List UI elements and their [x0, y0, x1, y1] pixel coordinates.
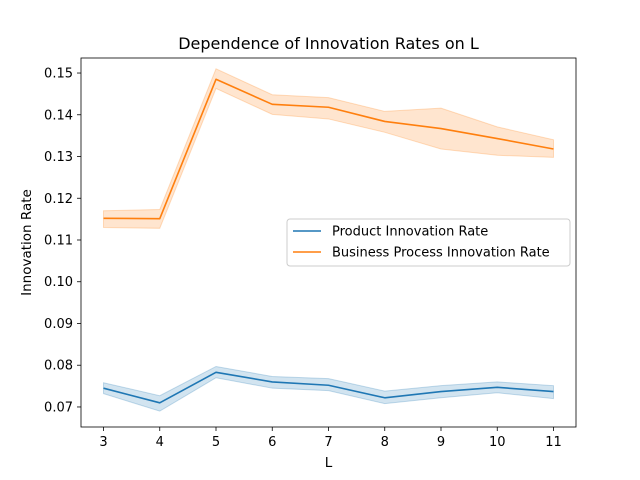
confidence-bands: [103, 68, 554, 412]
x-tick-label: 11: [545, 435, 562, 450]
y-tick-label: 0.09: [44, 317, 73, 332]
series-lines: [103, 78, 554, 404]
x-tick-label: 5: [212, 435, 220, 450]
legend: Product Innovation Rate Business Process …: [286, 218, 571, 267]
x-tick-label: 4: [156, 435, 164, 450]
x-axis-label: L: [325, 455, 333, 471]
confidence-band-series-1: [103, 365, 554, 412]
x-tick-label: 3: [99, 435, 107, 450]
y-tick-label: 0.13: [44, 150, 73, 165]
y-tick-label: 0.11: [44, 233, 73, 248]
confidence-band-series-2: [103, 68, 554, 229]
y-tick-label: 0.10: [44, 275, 73, 290]
y-tick-label: 0.14: [44, 108, 73, 123]
y-tick-label: 0.07: [44, 400, 73, 415]
chart-title: Dependence of Innovation Rates on L: [178, 34, 479, 53]
y-tick-label: 0.15: [44, 67, 73, 82]
legend-entry-2: Business Process Innovation Rate: [332, 246, 550, 261]
y-tick-label: 0.08: [44, 359, 73, 374]
y-tick-label: 0.12: [44, 192, 73, 207]
x-tick-label: 6: [268, 435, 276, 450]
y-axis-ticks: 0.07 0.08 0.09 0.10 0.11 0.12 0.13 0.14 0.15: [44, 67, 81, 415]
series-line-2: [103, 78, 554, 220]
x-axis-ticks: 3 4 5 6 7 8 9 10 11: [99, 427, 562, 450]
x-tick-label: 7: [324, 435, 332, 450]
series-line-1: [103, 371, 554, 404]
x-tick-label: 8: [381, 435, 389, 450]
legend-box: [286, 218, 571, 267]
x-tick-label: 10: [489, 435, 506, 450]
x-tick-label: 9: [437, 435, 445, 450]
legend-entry-1: Product Innovation Rate: [332, 225, 488, 240]
y-axis-label: Innovation Rate: [19, 189, 35, 296]
